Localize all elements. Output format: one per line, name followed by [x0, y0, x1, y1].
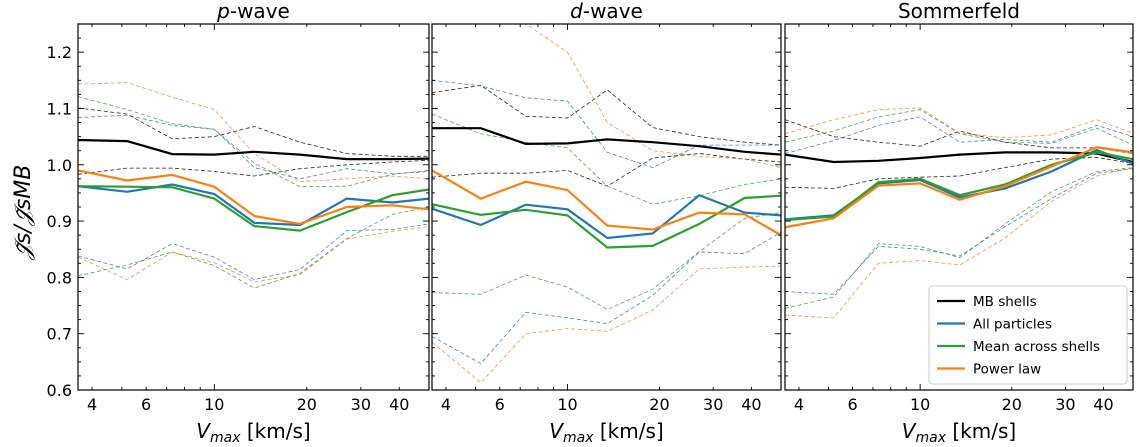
x-tick-label: 20 — [649, 395, 669, 414]
panel-sommerfeld: 4 6 10 20 30 40 Vmax [km/s] Sommerfeld MB shells… — [784, 0, 1134, 446]
series-line-mean-across-shells — [432, 194, 781, 249]
series-band-line-2ca02c — [785, 109, 1133, 146]
legend-item-power-law: Power law — [937, 362, 1041, 378]
x-tick-label: 6 — [495, 395, 505, 414]
series-band-line-2ca02c — [785, 167, 1133, 309]
x-tick-label: 20 — [297, 395, 317, 414]
series-band-line-2ca02c — [432, 212, 781, 310]
legend-label: All particles — [973, 317, 1052, 333]
y-axis-label: 𝒥̃s/𝒥̃sMB — [11, 165, 36, 261]
series-line-power-law — [432, 169, 781, 237]
legend-label: Mean across shells — [973, 339, 1100, 355]
series-band-line-ff7f0e — [432, 265, 781, 384]
series-band-line-ff7f0e — [78, 226, 429, 283]
x-tick-label: 10 — [204, 395, 224, 414]
series-band-line-1f77b4 — [432, 231, 781, 365]
x-tick-label: 4 — [441, 395, 451, 414]
series-band-line-1f77b4 — [785, 116, 1133, 154]
x-tick-label: 4 — [87, 395, 97, 414]
x-tick-label: 10 — [557, 395, 577, 414]
x-tick-label: 30 — [351, 395, 371, 414]
x-axis-label: Vmax [km/s] — [902, 419, 1016, 443]
series-band-line-ff7f0e — [785, 107, 1133, 139]
y-tick-label: 0.6 — [47, 381, 72, 400]
x-tick-label: 40 — [389, 395, 409, 414]
x-axis-label: Vmax [km/s] — [196, 419, 310, 443]
x-tick-label: 40 — [741, 395, 761, 414]
x-tick-label: 40 — [1093, 395, 1113, 414]
series-line-power-law — [78, 169, 429, 226]
y-tick-label: 1.2 — [47, 43, 72, 62]
series-band-line-1f77b4 — [78, 223, 429, 281]
legend: MB shells All particles Mean across shells… — [928, 285, 1128, 385]
y-tick-label: 1.1 — [47, 99, 72, 118]
legend-item-mean-across-shells: Mean across shells — [937, 339, 1100, 355]
series-line-mean-across-shells — [78, 185, 429, 232]
y-tick-label: 0.8 — [47, 268, 72, 287]
series-line-power-law — [785, 146, 1133, 229]
x-tick-label: 30 — [1055, 395, 1075, 414]
panel-title: Sommerfeld — [898, 0, 1020, 23]
series-band-line-2ca02c — [78, 206, 429, 289]
x-tick-label: 20 — [1002, 395, 1022, 414]
series-band-line-000000 — [785, 119, 1133, 154]
panel-p-wave: 0.6 0.7 0.8 0.9 1.0 1.1 1.2 4 6 10 20 30 40 Vmax [km/… — [47, 0, 430, 446]
panel-title: p-wave — [216, 0, 290, 23]
panel-d-wave: 4 6 10 20 30 40 Vmax [km/s] d-wave — [431, 0, 782, 446]
series-band-line-ff7f0e — [432, 24, 781, 168]
series-line-mb-shells — [78, 138, 429, 161]
legend-item-mb-shells: MB shells — [937, 294, 1037, 310]
plot-frame — [77, 23, 430, 391]
x-tick-label: 4 — [794, 395, 804, 414]
series-band-line-000000 — [78, 107, 429, 157]
series-line-mean-across-shells — [785, 151, 1133, 222]
series-band-line-2ca02c — [432, 113, 781, 205]
series-band-line-2ca02c — [78, 96, 429, 188]
panel-title: d-wave — [570, 0, 643, 23]
series-line-mb-shells — [432, 127, 781, 156]
x-tick-label: 30 — [703, 395, 723, 414]
series-line-all-particles — [78, 183, 429, 227]
series-band-line-000000 — [432, 84, 781, 146]
series-line-all-particles — [432, 193, 781, 240]
x-tick-label: 6 — [847, 395, 857, 414]
series-band-line-1f77b4 — [432, 79, 781, 169]
legend-box — [928, 285, 1128, 385]
series-band-line-000000 — [78, 159, 429, 177]
series-band-line-ff7f0e — [785, 167, 1133, 319]
legend-label: Power law — [973, 362, 1041, 378]
series-band-line-1f77b4 — [78, 114, 429, 180]
y-tick-label: 0.7 — [47, 325, 72, 344]
x-tick-label: 10 — [910, 395, 930, 414]
y-tick-label: 0.9 — [47, 212, 72, 231]
legend-item-all-particles: All particles — [937, 317, 1052, 333]
x-axis-label: Vmax [km/s] — [549, 419, 663, 443]
x-tick-label: 6 — [141, 395, 151, 414]
series-band-line-1f77b4 — [785, 168, 1133, 295]
legend-label: MB shells — [973, 294, 1037, 310]
y-tick-label: 1.0 — [47, 156, 72, 175]
